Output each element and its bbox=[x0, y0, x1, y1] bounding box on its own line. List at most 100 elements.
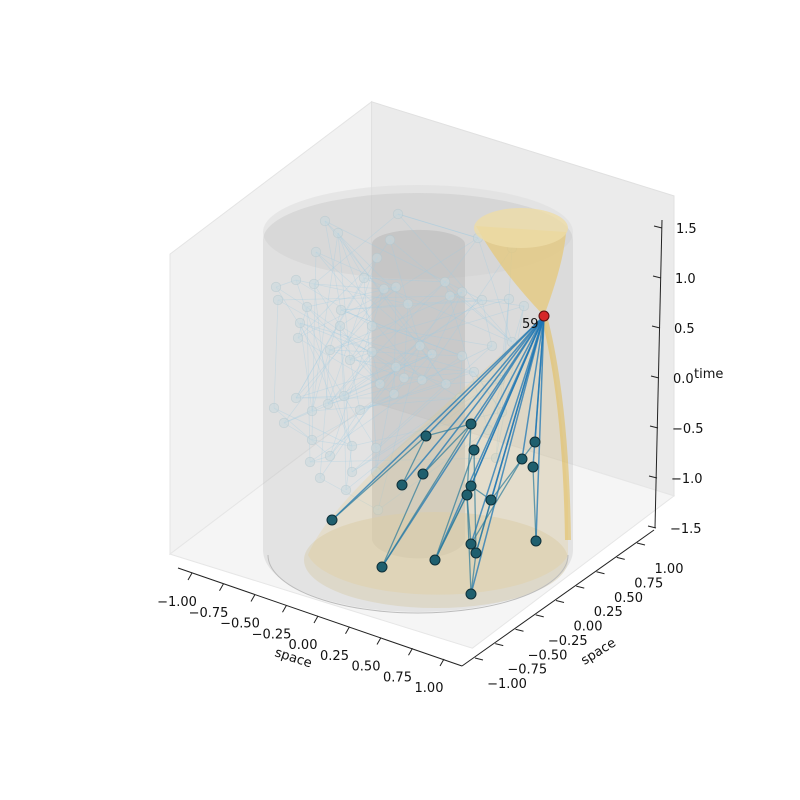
faint-edge bbox=[421, 291, 463, 381]
faint-edge bbox=[299, 322, 331, 351]
faint-node bbox=[390, 361, 402, 373]
faint-edge bbox=[375, 383, 447, 449]
faint-edge bbox=[337, 232, 447, 385]
faint-edge bbox=[315, 251, 433, 355]
faint-edge bbox=[329, 345, 421, 457]
past-edge bbox=[470, 552, 477, 595]
faint-edge bbox=[371, 305, 525, 353]
faint-node bbox=[332, 227, 344, 239]
past-edge bbox=[381, 423, 472, 568]
faint-node bbox=[272, 294, 284, 306]
faint-node bbox=[416, 374, 428, 386]
faint-edge bbox=[339, 325, 345, 397]
faint-edge bbox=[339, 237, 479, 327]
faint-edge bbox=[349, 359, 361, 411]
faint-edge bbox=[306, 306, 405, 379]
z-tick-label: 0.0 bbox=[673, 372, 694, 387]
faint-edge bbox=[313, 213, 399, 285]
faint-edge bbox=[324, 220, 433, 355]
past-edge bbox=[532, 466, 537, 542]
faint-edge bbox=[337, 232, 351, 361]
past-node bbox=[527, 461, 539, 473]
faint-edge bbox=[273, 407, 331, 457]
causal-edge bbox=[422, 315, 545, 475]
faint-edge bbox=[351, 397, 461, 473]
z-tick bbox=[653, 225, 663, 229]
past-edge bbox=[475, 499, 492, 554]
causal-edge bbox=[470, 315, 545, 595]
faint-edge bbox=[315, 251, 423, 381]
past-edge bbox=[470, 458, 523, 545]
faint-edge bbox=[297, 286, 397, 339]
past-node bbox=[465, 418, 477, 430]
faint-edge bbox=[363, 277, 377, 449]
faint-node bbox=[454, 392, 466, 404]
x-axis: −1.00−0.75−0.50−0.250.000.250.500.751.00 bbox=[157, 567, 463, 696]
faint-edge bbox=[329, 288, 385, 457]
faint-edge bbox=[397, 213, 479, 239]
faint-edge bbox=[337, 232, 373, 327]
faint-edge bbox=[343, 351, 373, 397]
z-tick-label: −1.5 bbox=[670, 522, 702, 537]
faint-edge bbox=[313, 283, 341, 327]
faint-edge bbox=[351, 379, 501, 473]
faint-edge bbox=[375, 379, 501, 473]
faint-edge bbox=[311, 232, 339, 412]
faint-node bbox=[292, 332, 304, 344]
y-tick bbox=[596, 571, 605, 575]
faint-edge bbox=[299, 322, 373, 353]
faint-edge bbox=[329, 409, 361, 457]
faint-edge bbox=[295, 279, 373, 327]
past-edge bbox=[490, 458, 523, 501]
faint-edge bbox=[407, 299, 483, 305]
past-edge bbox=[331, 435, 427, 521]
x-tick-label: 0.75 bbox=[383, 670, 412, 685]
faint-node bbox=[371, 252, 383, 264]
faint-edge bbox=[343, 299, 483, 397]
faint-edge bbox=[403, 303, 409, 379]
faint-edge bbox=[340, 309, 463, 357]
faint-edge bbox=[309, 457, 497, 463]
z-tick-label: 1.5 bbox=[676, 222, 697, 237]
x-tick bbox=[250, 594, 256, 602]
z-tick-label: 1.0 bbox=[675, 272, 696, 287]
faint-edge bbox=[324, 220, 483, 301]
future-cone-surface bbox=[476, 226, 566, 316]
faint-edge bbox=[295, 286, 397, 399]
faint-edge bbox=[419, 345, 447, 385]
x-tick bbox=[313, 615, 319, 624]
faint-edge bbox=[343, 353, 433, 397]
y-tick bbox=[474, 657, 484, 661]
faint-edge bbox=[377, 345, 421, 511]
faint-edge bbox=[395, 353, 433, 368]
past-node bbox=[530, 535, 542, 547]
causal-edge bbox=[331, 315, 545, 521]
faint-edge bbox=[277, 295, 451, 301]
inner-cylinder bbox=[372, 229, 466, 559]
faint-edge bbox=[309, 355, 463, 463]
faint-edge bbox=[311, 397, 461, 412]
faint-edge bbox=[444, 237, 479, 283]
faint-edge bbox=[329, 349, 463, 357]
faint-edge bbox=[313, 283, 329, 405]
causal-edge bbox=[535, 315, 545, 542]
faint-node bbox=[468, 366, 480, 378]
faint-node bbox=[304, 456, 316, 468]
faint-edge bbox=[363, 277, 446, 283]
x-axis-line bbox=[177, 567, 463, 667]
faint-edge bbox=[327, 299, 483, 405]
faint-node bbox=[444, 290, 456, 302]
faint-edge bbox=[275, 286, 308, 308]
faint-edge bbox=[311, 439, 353, 447]
y-tick-label: 0.50 bbox=[614, 591, 643, 606]
y-tick bbox=[576, 585, 585, 589]
faint-edge bbox=[295, 366, 397, 399]
z-tick-label: −1.0 bbox=[671, 472, 703, 487]
past-node bbox=[417, 468, 429, 480]
faint-edge bbox=[359, 383, 447, 411]
x-tick-label: −0.75 bbox=[189, 606, 229, 621]
highlight-node-marker bbox=[538, 310, 550, 322]
faint-edge bbox=[337, 232, 365, 279]
faint-edge bbox=[340, 303, 409, 311]
x-tick bbox=[345, 626, 350, 634]
